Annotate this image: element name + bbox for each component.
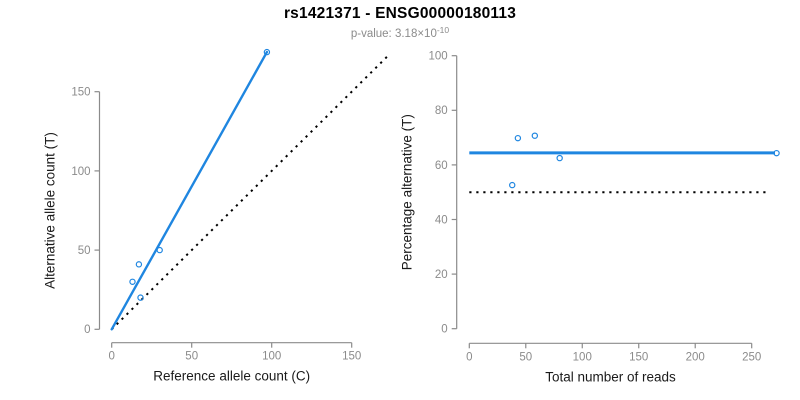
data-point xyxy=(556,154,563,162)
left-chart-allele-counts: 0 50 100 150 0 50 100 150 Reference allele count… xyxy=(43,48,390,384)
identity-reference-line xyxy=(110,54,390,331)
data-point xyxy=(129,278,136,285)
x-tick-label: 50 xyxy=(519,351,532,363)
x-tick-label: 150 xyxy=(629,351,648,363)
x-tick-label: 100 xyxy=(262,351,281,363)
data-point xyxy=(263,48,271,56)
right-chart-percentage-alternative: 0 50 100 150 200 250 0 20 40 60 80 100 Total number … xyxy=(400,51,780,384)
data-point xyxy=(137,294,144,301)
p-value-subtitle: p-value: 3.18×10-10 xyxy=(0,25,800,40)
data-point xyxy=(773,149,780,157)
data-point xyxy=(135,261,143,268)
y-axis-title: Percentage alternative (T) xyxy=(400,114,415,270)
y-tick-label: 50 xyxy=(78,245,91,257)
y-tick-label: 80 xyxy=(435,105,448,117)
data-point xyxy=(156,246,163,254)
p-value-exponent: -10 xyxy=(436,25,450,35)
fit-line xyxy=(110,50,269,331)
y-tick-label: 0 xyxy=(441,324,447,336)
x-axis-title: Reference allele count (C) xyxy=(153,369,310,384)
x-tick-label: 250 xyxy=(742,351,761,363)
y-tick-label: 20 xyxy=(435,269,448,281)
data-point xyxy=(531,132,539,139)
y-tick-label: 100 xyxy=(429,51,448,63)
x-tick-label: 200 xyxy=(686,351,705,363)
x-tick-label: 0 xyxy=(466,351,472,363)
y-tick-label: 150 xyxy=(71,87,90,99)
x-tick-label: 50 xyxy=(185,351,198,363)
y-tick-label: 0 xyxy=(84,324,90,336)
x-tick-label: 0 xyxy=(108,351,114,363)
y-tick-label: 40 xyxy=(435,214,448,226)
data-point xyxy=(514,134,522,142)
x-tick-label: 150 xyxy=(342,351,361,363)
data-point xyxy=(509,181,516,189)
x-tick-label: 100 xyxy=(573,351,592,363)
y-tick-label: 60 xyxy=(435,160,448,172)
y-tick-label: 100 xyxy=(71,166,90,178)
x-axis-title: Total number of reads xyxy=(545,369,676,384)
chart-title: rs1421371 - ENSG00000180113 xyxy=(283,5,517,22)
y-axis-title: Alternative allele count (T) xyxy=(43,132,58,289)
p-value-text: p-value: 3.18×10 xyxy=(350,28,437,40)
